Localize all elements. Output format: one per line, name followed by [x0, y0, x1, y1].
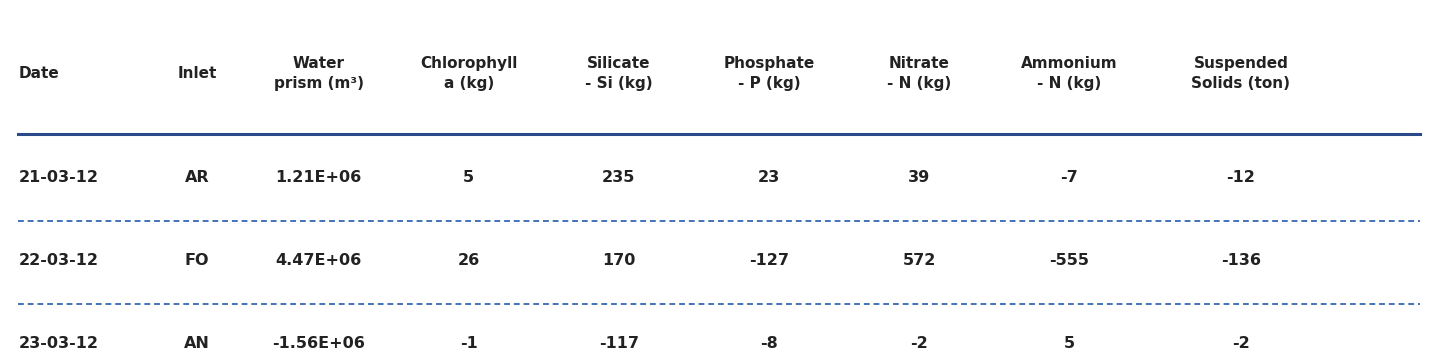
- Text: -12: -12: [1227, 170, 1255, 185]
- Text: -2: -2: [910, 336, 928, 351]
- Text: -7: -7: [1060, 170, 1078, 185]
- Text: 4.47E+06: 4.47E+06: [276, 253, 362, 268]
- Text: Phosphate
- P (kg): Phosphate - P (kg): [723, 56, 815, 91]
- Text: Ammonium
- N (kg): Ammonium - N (kg): [1021, 56, 1117, 91]
- Text: Suspended
Solids (ton): Suspended Solids (ton): [1191, 56, 1290, 91]
- Text: -8: -8: [761, 336, 778, 351]
- Text: 1.21E+06: 1.21E+06: [276, 170, 362, 185]
- Text: 572: 572: [903, 253, 936, 268]
- Text: -127: -127: [749, 253, 789, 268]
- Text: -136: -136: [1221, 253, 1261, 268]
- Text: 22-03-12: 22-03-12: [19, 253, 98, 268]
- Text: 39: 39: [907, 170, 930, 185]
- Text: FO: FO: [186, 253, 210, 268]
- Text: Inlet: Inlet: [177, 66, 217, 81]
- Text: 5: 5: [1064, 336, 1074, 351]
- Text: -117: -117: [598, 336, 638, 351]
- Text: Nitrate
- N (kg): Nitrate - N (kg): [887, 56, 952, 91]
- Text: 23-03-12: 23-03-12: [19, 336, 98, 351]
- Text: 23: 23: [758, 170, 781, 185]
- Text: AN: AN: [184, 336, 210, 351]
- Text: 5: 5: [463, 170, 475, 185]
- Text: -2: -2: [1232, 336, 1250, 351]
- Text: -1.56E+06: -1.56E+06: [272, 336, 365, 351]
- Text: 21-03-12: 21-03-12: [19, 170, 98, 185]
- Text: Chlorophyll
a (kg): Chlorophyll a (kg): [420, 56, 518, 91]
- Text: 26: 26: [457, 253, 480, 268]
- Text: -555: -555: [1050, 253, 1089, 268]
- Text: Silicate
- Si (kg): Silicate - Si (kg): [585, 56, 653, 91]
- Text: 235: 235: [603, 170, 636, 185]
- Text: AR: AR: [186, 170, 210, 185]
- Text: 170: 170: [603, 253, 636, 268]
- Text: -1: -1: [460, 336, 477, 351]
- Text: Water
prism (m³): Water prism (m³): [273, 56, 364, 91]
- Text: Date: Date: [19, 66, 59, 81]
